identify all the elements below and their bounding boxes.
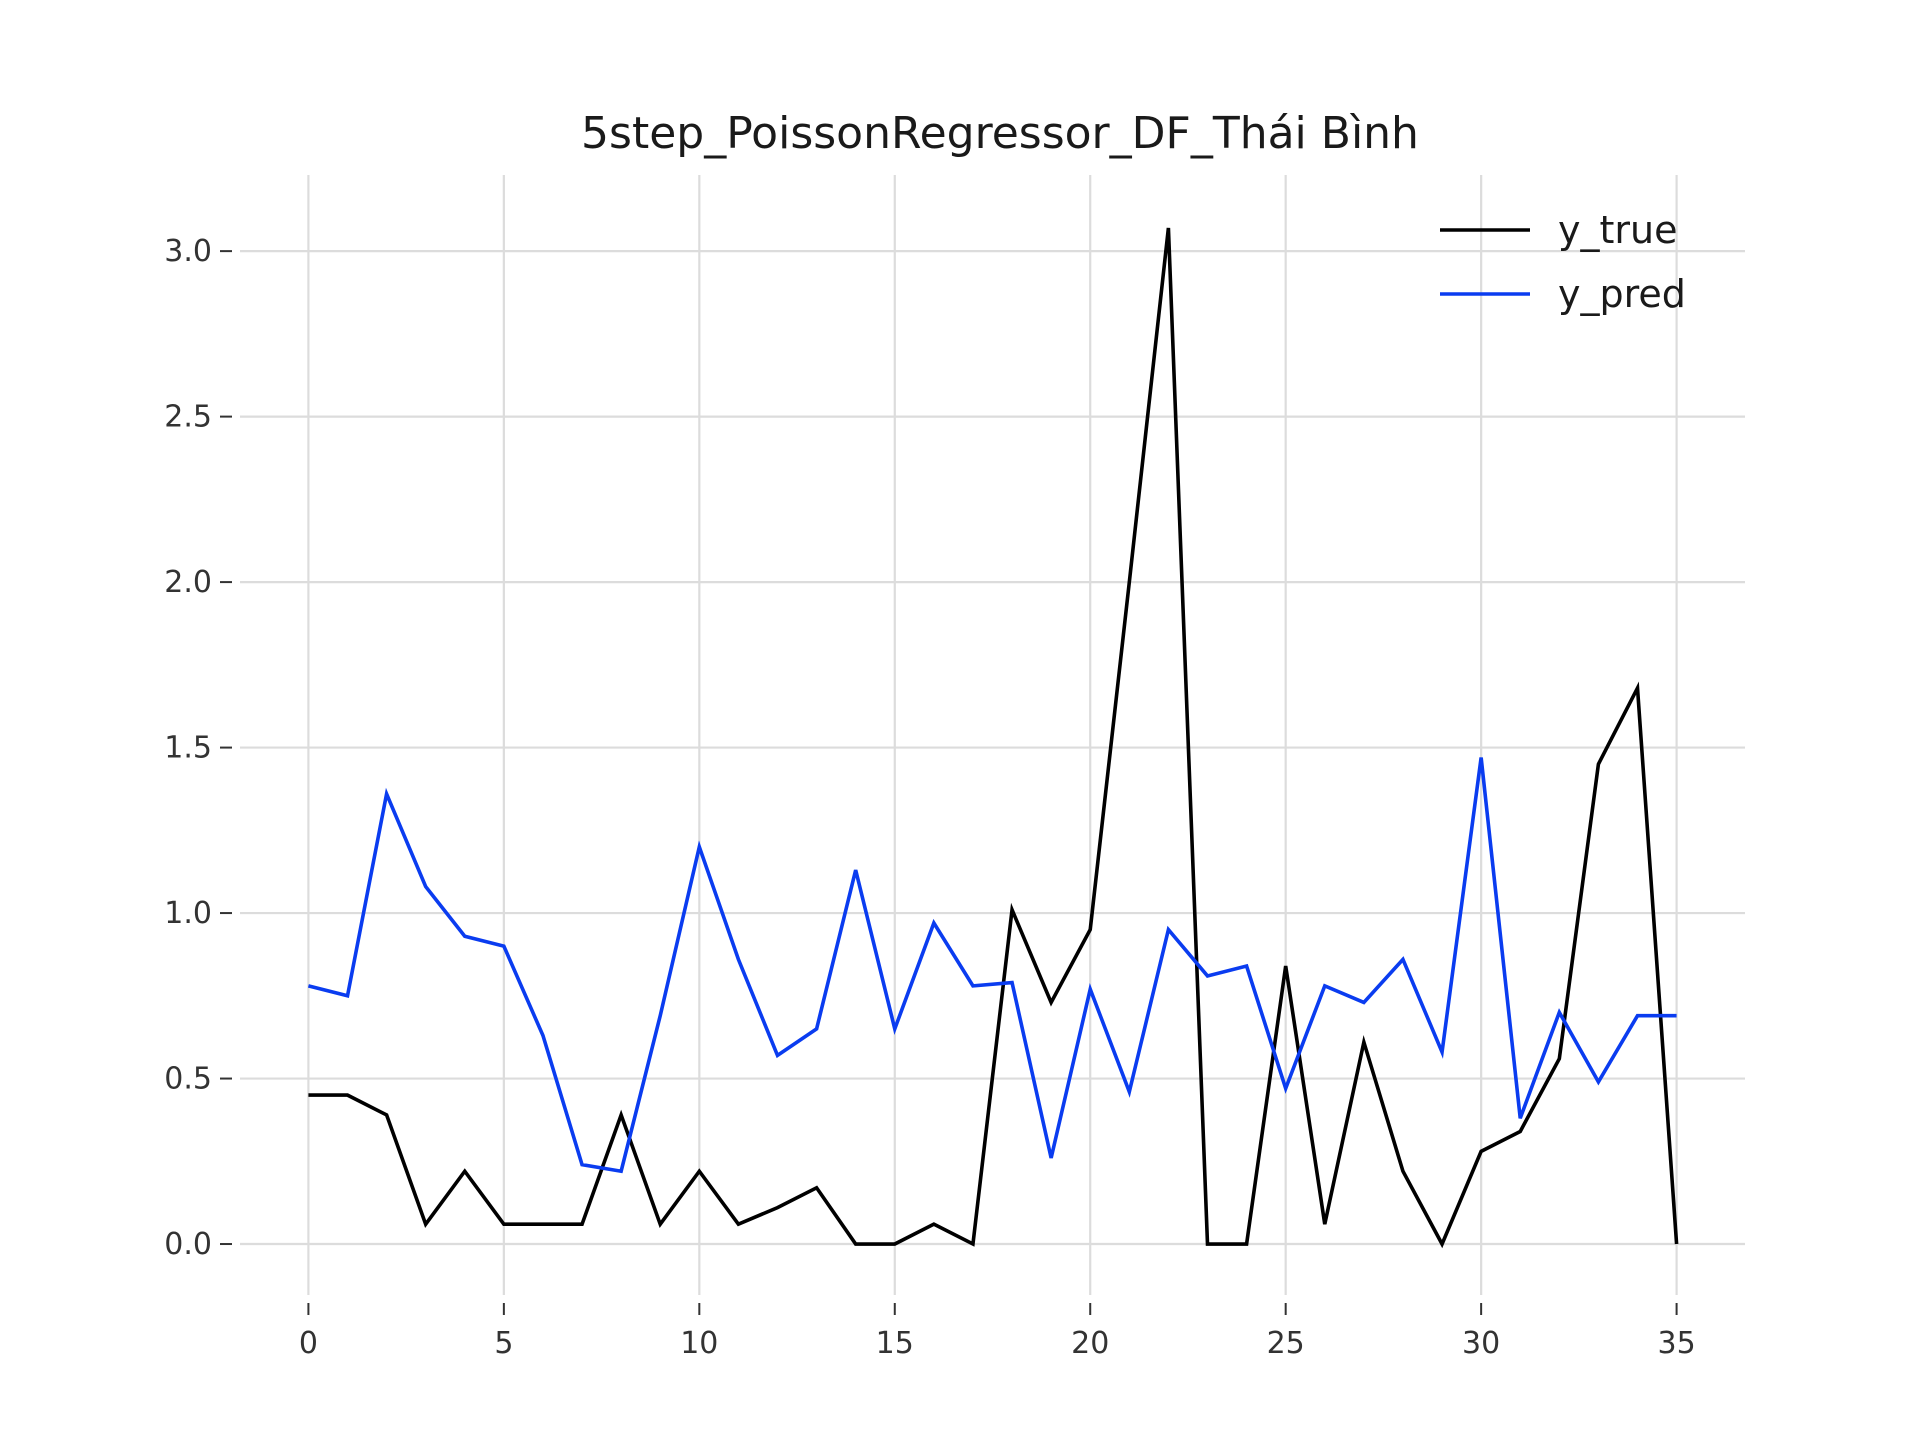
grid: [240, 175, 1745, 1295]
y-tick-label: 2.0: [164, 565, 212, 600]
x-tick-label: 35: [1657, 1326, 1695, 1361]
y-tick-label: 3.0: [164, 234, 212, 269]
x-tick-label: 0: [299, 1326, 318, 1361]
series-line-y-true: [308, 227, 1679, 1249]
legend: y_true y_pred: [1440, 208, 1686, 316]
x-tick-label: 5: [494, 1326, 513, 1361]
y-tick-label: 1.5: [164, 731, 212, 766]
y-tick-label: 2.5: [164, 400, 212, 435]
x-tick-label: 30: [1462, 1326, 1500, 1361]
y-tick-label: 0.5: [164, 1062, 212, 1097]
axes: 0 5 10 15 20 25 30 35 0.0 0.5 1.0 1.5 2.0 2.5 3.0: [164, 234, 1695, 1361]
x-tick-label: 20: [1071, 1326, 1109, 1361]
x-tick-label: 15: [876, 1326, 914, 1361]
y-tick-label: 0.0: [164, 1227, 212, 1262]
series-lines: [307, 227, 1679, 1249]
x-tick-label: 10: [680, 1326, 718, 1361]
legend-label-y-pred: y_pred: [1558, 272, 1686, 316]
y-tick-label: 1.0: [164, 896, 212, 931]
x-tick-label: 25: [1267, 1326, 1305, 1361]
chart-title: 5step_PoissonRegressor_DF_Thái Bình: [581, 108, 1419, 159]
legend-label-y-true: y_true: [1558, 208, 1677, 252]
series-line-y-pred: [307, 757, 1677, 1174]
